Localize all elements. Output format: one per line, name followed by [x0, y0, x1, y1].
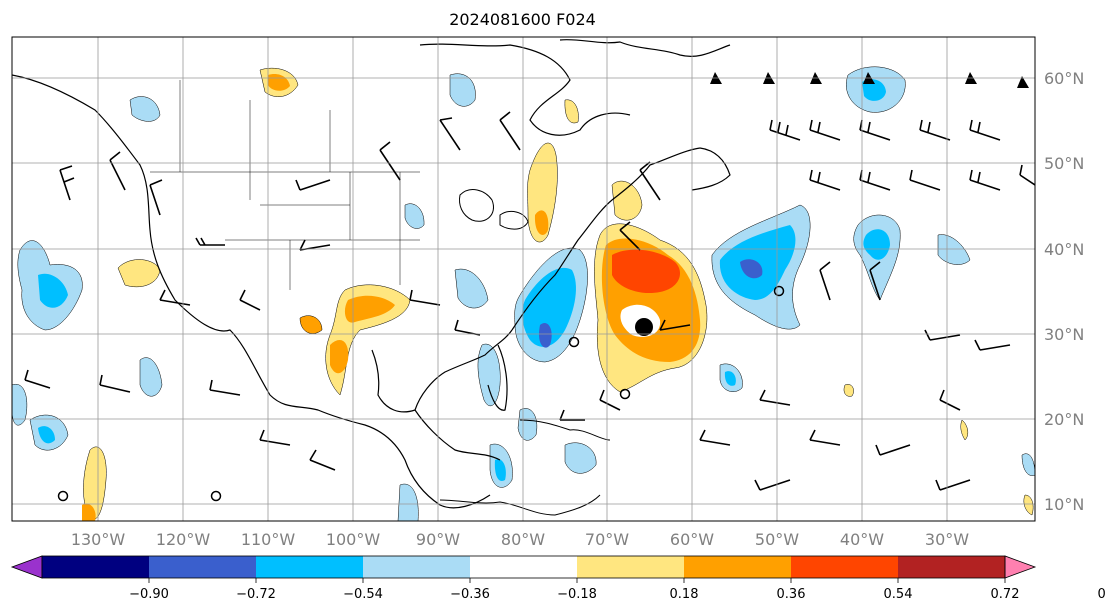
colorbar-bin — [684, 556, 791, 578]
colorbar-tick-label: 0.72 — [991, 587, 1020, 602]
colorbar-tick-label: −0.90 — [129, 587, 169, 602]
colorbar-bin — [791, 556, 898, 578]
longitude-labels: 130°W 120°W 110°W 100°W 90°W 80°W 70°W 60°W 50°W… — [71, 530, 969, 549]
longitude-label: 110°W — [241, 530, 296, 549]
longitude-label: 90°W — [416, 530, 460, 549]
minor-center-marker — [773, 285, 785, 297]
cold-anomaly-central-atlantic-core — [740, 259, 763, 279]
latitude-label: 40°N — [1044, 240, 1084, 259]
colorbar-tick-label: 0.90 — [1098, 587, 1105, 602]
longitude-label: 50°W — [755, 530, 799, 549]
longitude-label: 100°W — [326, 530, 381, 549]
latitude-labels: 60°N 50°N 40°N 30°N 20°N 10°N — [1044, 69, 1084, 514]
colorbar: −0.90 −0.72 −0.54 −0.36 −0.18 0.18 0.36 0.54 0.7… — [10, 555, 1105, 602]
colorbar-bin — [470, 556, 577, 578]
cold-anomaly-florida — [477, 343, 501, 407]
colorbar-bin — [577, 556, 684, 578]
colorbar-tick-label: −0.72 — [236, 587, 276, 602]
minor-center-marker — [568, 336, 580, 348]
map-title: 2024081600 F024 — [449, 10, 596, 29]
latitude-label: 10°N — [1044, 495, 1084, 514]
colorbar-tick-label: 0.36 — [777, 587, 806, 602]
colorbar-bin — [898, 556, 1005, 578]
wind-barbs — [24, 111, 1035, 491]
cold-anomaly-southeast-mid — [522, 267, 576, 347]
colorbar-bin — [149, 556, 256, 578]
longitude-label: 70°W — [585, 530, 629, 549]
storm-markers — [57, 285, 785, 502]
latitude-label: 20°N — [1044, 410, 1084, 429]
colorbar-tick-label: −0.36 — [450, 587, 490, 602]
map-frame — [11, 36, 1036, 522]
anomaly-shading — [12, 66, 1035, 521]
minor-center-marker — [210, 490, 222, 502]
colorbar-extend-low — [10, 555, 43, 579]
minor-center-marker — [57, 490, 69, 502]
longitude-label: 130°W — [71, 530, 126, 549]
longitude-label: 80°W — [501, 530, 545, 549]
colorbar-tick-label: 0.18 — [670, 587, 699, 602]
warm-anomaly-pacific — [117, 259, 161, 288]
longitude-label: 30°W — [925, 530, 969, 549]
longitude-label: 120°W — [156, 530, 211, 549]
coastlines — [12, 39, 731, 516]
minor-center-marker — [619, 388, 631, 400]
colorbar-extend-high — [1004, 555, 1037, 579]
longitude-label: 60°W — [670, 530, 714, 549]
colorbar-tick-label: −0.18 — [557, 587, 597, 602]
storm-center-marker — [635, 318, 653, 336]
colorbar-tick-label: −0.54 — [343, 587, 383, 602]
cold-anomaly-southeast-core — [539, 322, 552, 348]
graticule — [12, 37, 1035, 521]
latitude-label: 60°N — [1044, 69, 1084, 88]
colorbar-bin — [363, 556, 470, 578]
latitude-label: 50°N — [1044, 154, 1084, 173]
colorbar-tick-label: 0.54 — [884, 587, 913, 602]
longitude-label: 40°W — [840, 530, 884, 549]
colorbar-bin — [256, 556, 363, 578]
colorbar-bin — [42, 556, 149, 578]
latitude-label: 30°N — [1044, 325, 1084, 344]
warm-anomaly-atlantic-core — [612, 249, 680, 294]
